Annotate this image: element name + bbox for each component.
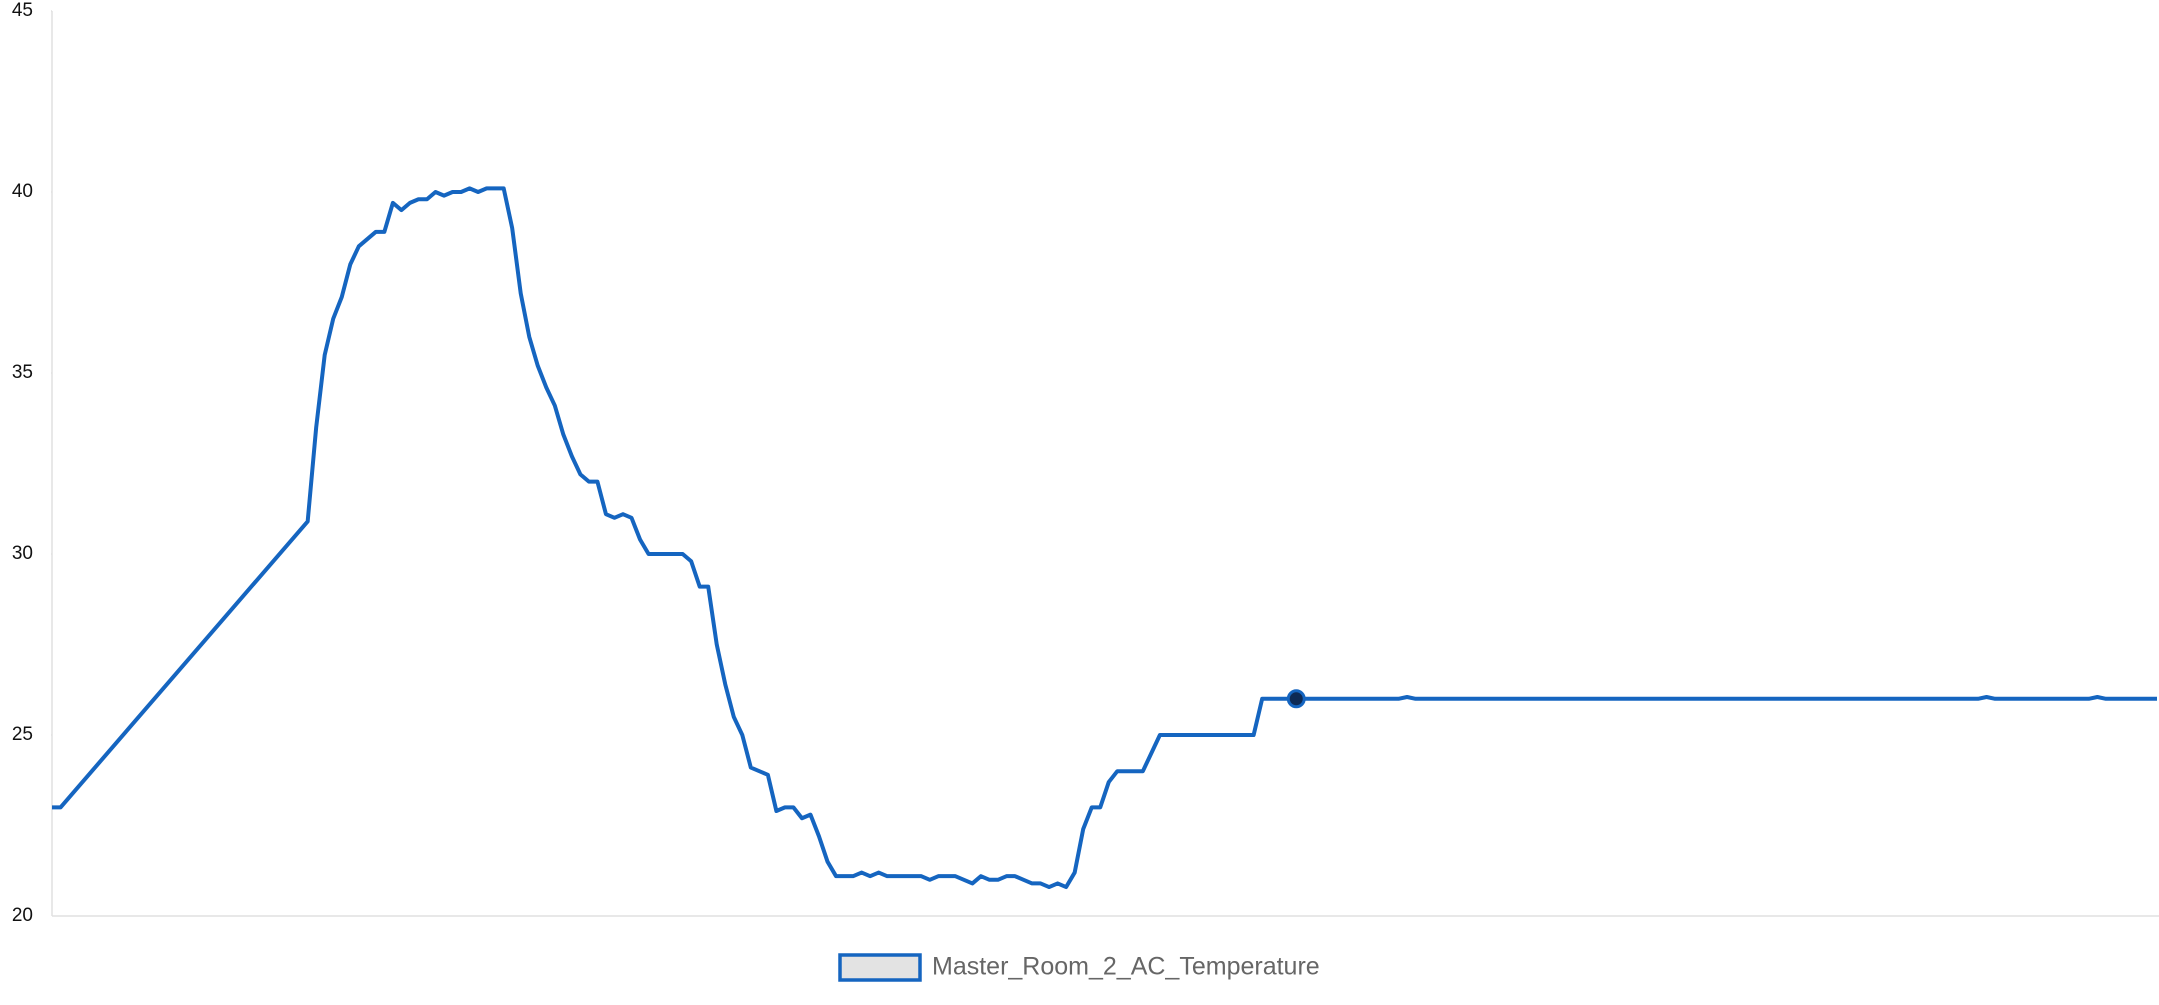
y-tick-label: 25 bbox=[12, 724, 33, 745]
line bbox=[52, 186, 2157, 890]
y-tick-label: 35 bbox=[12, 362, 33, 383]
legend-swatch bbox=[838, 953, 922, 982]
y-tick-label: 45 bbox=[12, 0, 33, 21]
y-tick-label: 30 bbox=[12, 543, 33, 564]
highlight-point bbox=[1286, 689, 1306, 709]
y-tick-label: 20 bbox=[12, 905, 33, 926]
legend-label: Master_Room_2_AC_Temperature bbox=[932, 953, 1320, 981]
y-tick-label: 40 bbox=[12, 181, 33, 202]
legend-item[interactable]: Master_Room_2_AC_Temperature bbox=[838, 953, 1320, 982]
